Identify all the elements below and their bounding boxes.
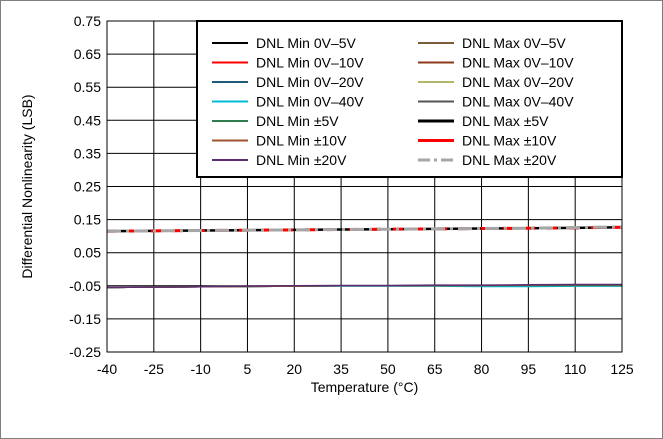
legend-entry: DNL Min 0V–10V: [256, 55, 364, 71]
x-tick-label: 125: [610, 361, 634, 377]
x-tick-label: -10: [191, 361, 211, 377]
legend-entry: DNL Min ±5V: [256, 113, 339, 129]
legend-entry: DNL Min 0V–20V: [256, 74, 364, 90]
x-tick-label: 20: [286, 361, 302, 377]
x-tick-label: 110: [564, 361, 587, 377]
x-axis-label: Temperature (°C): [311, 379, 419, 395]
x-tick-label: 65: [427, 361, 443, 377]
legend-entry: DNL Max ±20V: [462, 152, 557, 168]
y-tick-labels: 0.75 0.65 0.55 0.45 0.35 0.25 0.15 0.05 -0.05 -0.…: [69, 13, 101, 360]
x-tick-label: 5: [244, 361, 252, 377]
y-tick-label: 0.25: [74, 179, 101, 195]
x-tick-label: 35: [333, 361, 349, 377]
y-tick-label: 0.15: [74, 212, 101, 228]
series-line: [106, 225, 623, 233]
y-tick-label: -0.05: [69, 278, 101, 294]
legend-entry: DNL Min ±20V: [256, 152, 347, 168]
y-tick-label: 0.75: [74, 13, 101, 29]
legend-entry: DNL Max 0V–40V: [462, 94, 574, 110]
y-tick-label: 0.65: [74, 46, 101, 62]
legend-entry: DNL Max ±10V: [462, 133, 557, 149]
x-tick-label: 50: [380, 361, 396, 377]
series-line: [106, 283, 622, 289]
y-tick-label: 0.35: [74, 145, 101, 161]
x-tick-labels: -40 -25 -10 5 20 35 50 65 80 95 110 125: [97, 361, 634, 377]
series-layer: [106, 225, 623, 289]
legend: DNL Min 0V–5V DNL Min 0V–10V DNL Min 0V–20…: [196, 20, 623, 178]
y-tick-label: 0.45: [74, 112, 101, 128]
y-axis-label: Differential Nonlinearity (LSB): [19, 94, 35, 278]
legend-entry: DNL Min 0V–5V: [256, 35, 357, 51]
legend-entry: DNL Max 0V–5V: [462, 35, 566, 51]
legend-entry: DNL Max 0V–20V: [462, 74, 574, 90]
legend-entry: DNL Min ±10V: [256, 133, 347, 149]
legend-entry: DNL Max ±5V: [462, 113, 549, 129]
x-tick-label: 95: [521, 361, 537, 377]
x-tick-label: 80: [474, 361, 490, 377]
x-tick-label: -40: [97, 361, 117, 377]
legend-entry: DNL Min 0V–40V: [256, 94, 364, 110]
y-tick-label: -0.15: [69, 311, 101, 327]
x-tick-label: -25: [144, 361, 164, 377]
y-tick-label: 0.05: [74, 245, 101, 261]
legend-entry: DNL Max 0V–10V: [462, 55, 574, 71]
y-tick-label: 0.55: [74, 79, 101, 95]
legend-box: [196, 20, 623, 178]
y-tick-label: -0.25: [69, 344, 101, 360]
